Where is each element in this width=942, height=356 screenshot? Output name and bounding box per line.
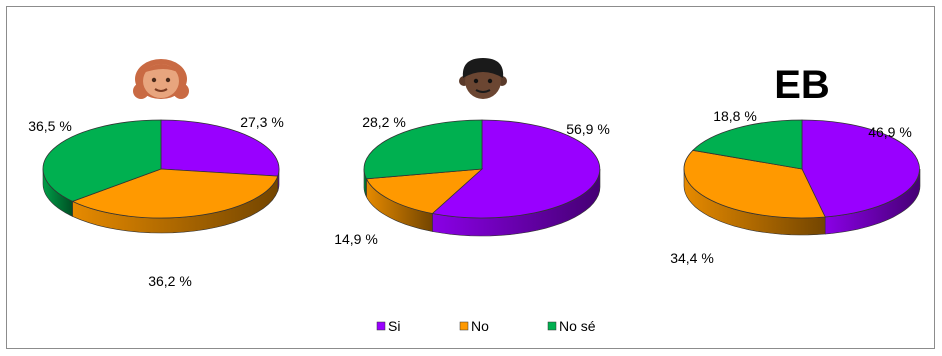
chart-legend: Si No No sé [376,318,596,334]
data-label-no-sé: 28,2 % [362,114,406,130]
legend-label: No [471,318,489,334]
data-label-si: 56,9 % [566,121,610,137]
legend-item-no: No [459,318,489,334]
pie-slice-no-sé [692,119,803,170]
data-label-no-sé: 18,8 % [713,108,757,124]
pie-slice-no [365,168,484,214]
chart-header-label: EB [774,63,830,107]
legend-swatch [459,321,469,331]
legend-item-no-sé: No sé [547,318,596,334]
girl-face-icon [133,59,189,99]
data-label-si: 27,3 % [240,114,284,130]
pie-slice-no [71,168,279,219]
data-label-no-sé: 36,5 % [28,118,72,134]
pie-chart-1: 27,3 % 36,2 % 36,5 % [28,59,284,289]
data-label-no: 34,4 % [670,250,714,266]
data-label-si: 46,9 % [868,124,912,140]
pie-chart-3: EB 46,9 % 34,4 % 18,8 % [670,63,921,266]
legend-swatch [376,321,386,331]
pie-slice-si [160,119,280,177]
pie-slice-no-sé [42,119,162,202]
data-label-no: 14,9 % [334,231,378,247]
pie-slice-no-sé [363,119,483,180]
legend-item-si: Si [376,318,400,334]
legend-swatch [547,321,557,331]
data-label-no: 36,2 % [148,273,192,289]
legend-label: No sé [559,318,596,334]
pie-slice-si [431,119,601,219]
pie-slice-si [801,119,920,218]
pie-chart-2: 56,9 % 14,9 % 28,2 % [334,58,610,247]
legend-label: Si [388,318,400,334]
boy-face-icon [459,58,507,99]
